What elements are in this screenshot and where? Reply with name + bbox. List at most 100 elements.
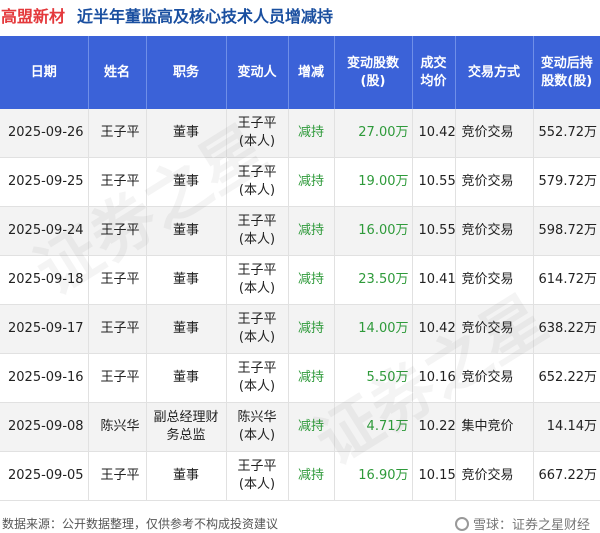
header-role: 职务 (146, 36, 227, 109)
cell-date: 2025-09-17 (0, 304, 89, 354)
cell-role: 副总经理财务总监 (146, 402, 227, 452)
cell-shares: 27.00万 (334, 109, 413, 158)
cell-after: 638.22万 (533, 304, 600, 354)
header-date: 日期 (0, 36, 89, 109)
table-row: 2025-09-25 王子平 董事 王子平(本人) 减持 19.00万 10.5… (0, 157, 600, 207)
cell-price: 10.55 (412, 157, 456, 207)
cell-role: 董事 (146, 353, 227, 403)
cell-role: 董事 (146, 206, 227, 256)
cell-name: 王子平 (88, 157, 147, 207)
cell-after: 614.72万 (533, 255, 600, 305)
cell-after: 598.72万 (533, 206, 600, 256)
data-source-note: 数据来源：公开数据整理，仅供参考不构成投资建议 (2, 517, 279, 531)
cell-after: 652.22万 (533, 353, 600, 403)
cell-method: 竞价交易 (455, 255, 534, 305)
title-bar: 高盟新材 近半年董监高及核心技术人员增减持 (0, 0, 600, 30)
cell-date: 2025-09-24 (0, 206, 89, 256)
cell-shares: 19.00万 (334, 157, 413, 207)
table-header-row: 日期 姓名 职务 变动人 增减 变动股数(股) 成交均价 交易方式 变动后持股数… (0, 36, 600, 109)
cell-method: 集中竞价 (455, 402, 534, 452)
cell-action: 减持 (288, 402, 335, 452)
footer: 数据来源：公开数据整理，仅供参考不构成投资建议 雪球：证券之星财经 (0, 514, 600, 533)
cell-changer: 王子平(本人) (226, 157, 289, 207)
table-row: 2025-09-18 王子平 董事 王子平(本人) 减持 23.50万 10.4… (0, 255, 600, 305)
cell-after: 579.72万 (533, 157, 600, 207)
cell-action: 减持 (288, 109, 335, 158)
cell-after: 552.72万 (533, 109, 600, 158)
cell-changer: 王子平(本人) (226, 255, 289, 305)
cell-changer: 陈兴华(本人) (226, 402, 289, 452)
cell-action: 减持 (288, 206, 335, 256)
cell-after: 667.22万 (533, 451, 600, 501)
table-row: 2025-09-05 王子平 董事 王子平(本人) 减持 16.90万 10.1… (0, 451, 600, 501)
table-row: 2025-09-17 王子平 董事 王子平(本人) 减持 14.00万 10.4… (0, 304, 600, 354)
cell-shares: 14.00万 (334, 304, 413, 354)
header-action: 增减 (288, 36, 335, 109)
cell-price: 10.42 (412, 109, 456, 158)
cell-name: 王子平 (88, 255, 147, 305)
cell-role: 董事 (146, 304, 227, 354)
header-changer: 变动人 (226, 36, 289, 109)
cell-date: 2025-09-25 (0, 157, 89, 207)
cell-name: 王子平 (88, 206, 147, 256)
cell-shares: 5.50万 (334, 353, 413, 403)
company-name: 高盟新材 (1, 7, 66, 26)
cell-action: 减持 (288, 451, 335, 501)
cell-method: 竞价交易 (455, 157, 534, 207)
cell-price: 10.55 (412, 206, 456, 256)
page-title: 近半年董监高及核心技术人员增减持 (77, 7, 334, 26)
table-body: 2025-09-26 王子平 董事 王子平(本人) 减持 27.00万 10.4… (0, 109, 600, 501)
cell-role: 董事 (146, 255, 227, 305)
header-price: 成交均价 (412, 36, 456, 109)
cell-action: 减持 (288, 304, 335, 354)
cell-changer: 王子平(本人) (226, 206, 289, 256)
cell-shares: 16.90万 (334, 451, 413, 501)
cell-changer: 王子平(本人) (226, 451, 289, 501)
header-shares: 变动股数(股) (334, 36, 413, 109)
cell-shares: 4.71万 (334, 402, 413, 452)
cell-method: 竞价交易 (455, 109, 534, 158)
brand-text: 雪球：证券之星财经 (472, 518, 590, 533)
cell-name: 王子平 (88, 109, 147, 158)
cell-date: 2025-09-26 (0, 109, 89, 158)
header-method: 交易方式 (455, 36, 534, 109)
brand-label: 雪球：证券之星财经 (454, 514, 590, 533)
cell-date: 2025-09-05 (0, 451, 89, 501)
cell-shares: 23.50万 (334, 255, 413, 305)
cell-changer: 王子平(本人) (226, 304, 289, 354)
cell-action: 减持 (288, 353, 335, 403)
table-row: 2025-09-08 陈兴华 副总经理财务总监 陈兴华(本人) 减持 4.71万… (0, 402, 600, 452)
cell-action: 减持 (288, 255, 335, 305)
holdings-change-table: 日期 姓名 职务 变动人 增减 变动股数(股) 成交均价 交易方式 变动后持股数… (0, 36, 600, 501)
table-row: 2025-09-24 王子平 董事 王子平(本人) 减持 16.00万 10.5… (0, 206, 600, 256)
cell-action: 减持 (288, 157, 335, 207)
cell-date: 2025-09-16 (0, 353, 89, 403)
cell-name: 陈兴华 (88, 402, 147, 452)
cell-changer: 王子平(本人) (226, 353, 289, 403)
header-after: 变动后持股数(股) (533, 36, 600, 109)
table-row: 2025-09-16 王子平 董事 王子平(本人) 减持 5.50万 10.16… (0, 353, 600, 403)
cell-method: 竞价交易 (455, 353, 534, 403)
cell-method: 竞价交易 (455, 451, 534, 501)
cell-role: 董事 (146, 157, 227, 207)
table-row: 2025-09-26 王子平 董事 王子平(本人) 减持 27.00万 10.4… (0, 109, 600, 158)
cell-role: 董事 (146, 451, 227, 501)
cell-shares: 16.00万 (334, 206, 413, 256)
cell-method: 竞价交易 (455, 304, 534, 354)
snowball-logo-icon (454, 516, 469, 531)
cell-name: 王子平 (88, 353, 147, 403)
header-name: 姓名 (88, 36, 147, 109)
cell-method: 竞价交易 (455, 206, 534, 256)
cell-date: 2025-09-18 (0, 255, 89, 305)
cell-price: 10.22 (412, 402, 456, 452)
cell-price: 10.41 (412, 255, 456, 305)
cell-date: 2025-09-08 (0, 402, 89, 452)
cell-name: 王子平 (88, 304, 147, 354)
cell-price: 10.15 (412, 451, 456, 501)
cell-price: 10.16 (412, 353, 456, 403)
cell-changer: 王子平(本人) (226, 109, 289, 158)
cell-after: 14.14万 (533, 402, 600, 452)
cell-role: 董事 (146, 109, 227, 158)
cell-name: 王子平 (88, 451, 147, 501)
cell-price: 10.42 (412, 304, 456, 354)
